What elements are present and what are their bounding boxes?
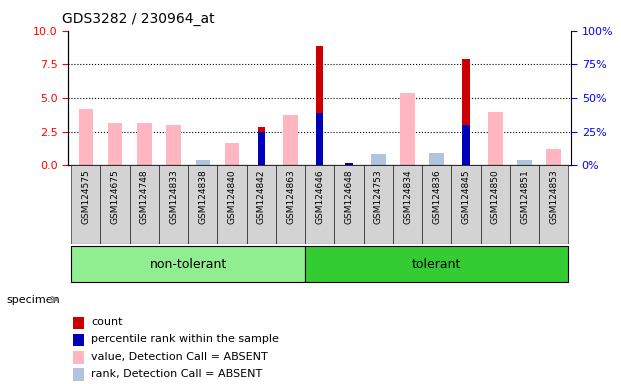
Text: rank, Detection Call = ABSENT: rank, Detection Call = ABSENT [91,369,262,379]
Text: tolerant: tolerant [412,258,461,270]
Bar [430,153,444,165]
Bar [345,163,353,165]
Bar [108,124,122,165]
Bar [517,160,532,165]
Text: GSM124842: GSM124842 [257,169,266,223]
Bar [305,246,568,282]
Bar [166,125,181,165]
Text: GSM124646: GSM124646 [315,169,324,224]
Bar [188,165,217,244]
Bar [364,165,393,244]
Text: GSM124850: GSM124850 [491,169,500,224]
Bar [71,246,305,282]
Bar [422,165,451,244]
Text: GSM124575: GSM124575 [81,169,91,224]
Bar [258,127,265,165]
Bar [546,149,561,165]
Text: GSM124863: GSM124863 [286,169,295,224]
Text: GSM124853: GSM124853 [549,169,558,224]
Bar [73,316,84,329]
Text: GSM124851: GSM124851 [520,169,529,224]
Bar [196,161,210,165]
Bar [217,165,247,244]
Text: GSM124833: GSM124833 [169,169,178,224]
Bar [73,334,84,346]
Bar [137,124,152,165]
Bar [305,165,335,244]
Bar [101,165,130,244]
Text: specimen: specimen [6,295,60,305]
Bar [316,113,324,165]
Text: non-tolerant: non-tolerant [150,258,227,270]
Text: percentile rank within the sample: percentile rank within the sample [91,334,279,344]
Text: count: count [91,317,122,327]
Text: GSM124748: GSM124748 [140,169,149,224]
Bar [463,59,469,165]
Bar [73,351,84,364]
Text: GSM124675: GSM124675 [111,169,120,224]
Text: GDS3282 / 230964_at: GDS3282 / 230964_at [62,12,215,25]
Text: GSM124753: GSM124753 [374,169,383,224]
Bar [393,165,422,244]
Bar [488,112,502,165]
Bar [258,132,265,165]
Bar [78,109,93,165]
Bar [371,154,386,165]
Text: GSM124648: GSM124648 [345,169,353,224]
Bar [401,93,415,165]
Bar [283,115,298,165]
Bar [539,165,568,244]
Bar [71,165,101,244]
Bar [276,165,305,244]
Text: GSM124836: GSM124836 [432,169,442,224]
Bar [481,165,510,244]
Bar [247,165,276,244]
Bar [73,369,84,381]
Text: GSM124834: GSM124834 [403,169,412,224]
Bar [463,125,469,165]
Bar [316,45,324,165]
Text: GSM124845: GSM124845 [461,169,471,224]
Bar [451,165,481,244]
Bar [130,165,159,244]
Text: GSM124838: GSM124838 [198,169,207,224]
Bar [510,165,539,244]
Bar [225,143,239,165]
Text: value, Detection Call = ABSENT: value, Detection Call = ABSENT [91,352,268,362]
Bar [159,165,188,244]
Text: GSM124840: GSM124840 [227,169,237,224]
Bar [335,165,364,244]
